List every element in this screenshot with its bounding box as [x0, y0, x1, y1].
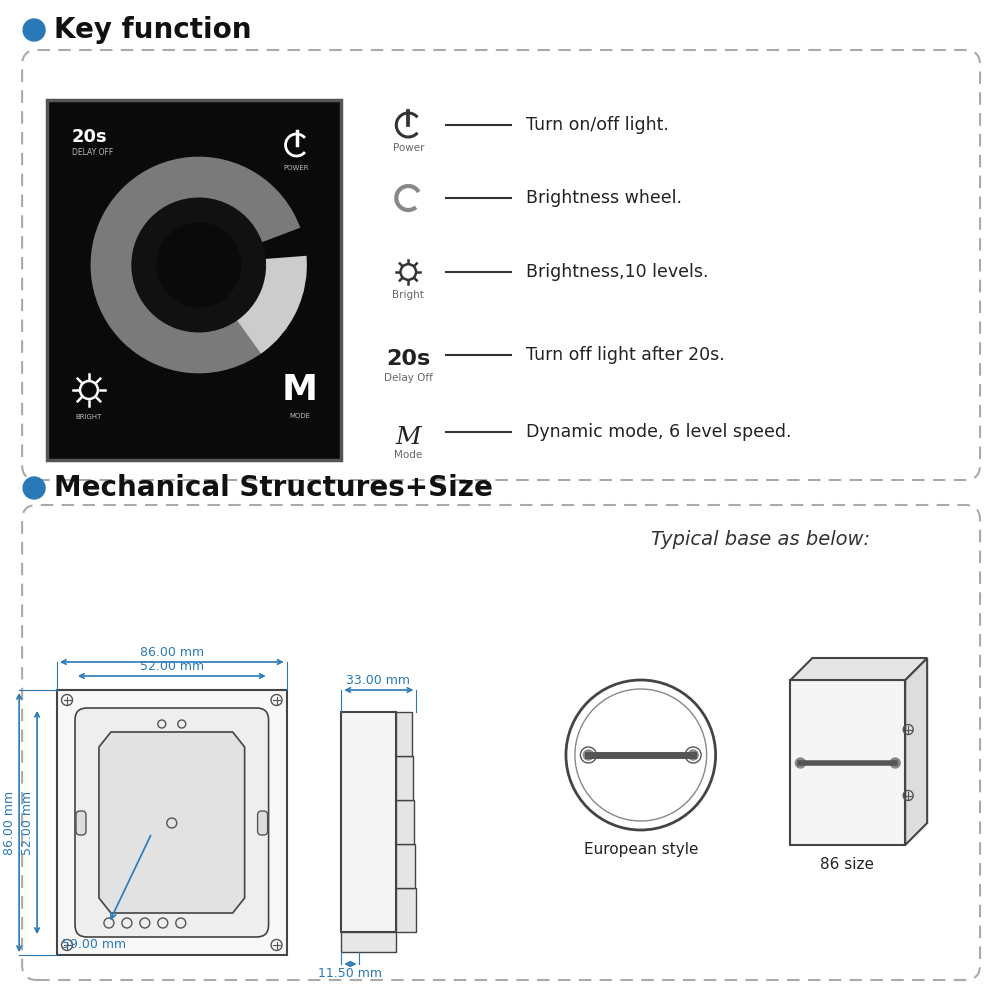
FancyBboxPatch shape	[75, 708, 269, 937]
Polygon shape	[99, 732, 245, 913]
Text: European style: European style	[584, 842, 698, 857]
Circle shape	[890, 758, 900, 768]
Text: M: M	[395, 426, 421, 449]
Text: 59.00 mm: 59.00 mm	[62, 938, 126, 951]
Text: Dynamic mode, 6 level speed.: Dynamic mode, 6 level speed.	[526, 423, 792, 441]
FancyBboxPatch shape	[47, 100, 341, 460]
Text: 33.00 mm: 33.00 mm	[346, 674, 410, 687]
Text: Brightness wheel.: Brightness wheel.	[526, 189, 682, 207]
Text: 20s: 20s	[72, 128, 108, 146]
FancyBboxPatch shape	[790, 680, 905, 845]
Text: 52.00 mm: 52.00 mm	[140, 660, 204, 673]
FancyBboxPatch shape	[341, 932, 396, 952]
FancyBboxPatch shape	[76, 811, 86, 835]
FancyBboxPatch shape	[341, 712, 396, 932]
Text: BRIGHT: BRIGHT	[76, 414, 102, 420]
Text: Bright: Bright	[392, 290, 424, 300]
Text: 52.00 mm: 52.00 mm	[21, 791, 34, 855]
Text: Power: Power	[393, 143, 424, 153]
Text: Brightness,10 levels.: Brightness,10 levels.	[526, 263, 709, 281]
Text: Turn on/off light.: Turn on/off light.	[526, 116, 669, 134]
Text: 11.50 mm: 11.50 mm	[318, 967, 382, 980]
FancyBboxPatch shape	[57, 690, 287, 955]
FancyBboxPatch shape	[396, 712, 412, 756]
Text: 86.00 mm: 86.00 mm	[140, 646, 204, 659]
Text: MODE: MODE	[289, 413, 310, 419]
FancyBboxPatch shape	[396, 888, 416, 932]
Text: Mechanical Structures+Size: Mechanical Structures+Size	[54, 474, 493, 502]
FancyBboxPatch shape	[396, 756, 413, 800]
Text: POWER: POWER	[284, 165, 309, 171]
Text: M: M	[282, 373, 318, 407]
Circle shape	[23, 19, 45, 41]
FancyBboxPatch shape	[396, 844, 415, 888]
FancyBboxPatch shape	[258, 811, 268, 835]
Text: Key function: Key function	[54, 16, 252, 44]
Circle shape	[795, 758, 805, 768]
Text: 86 size: 86 size	[820, 857, 874, 872]
Polygon shape	[790, 658, 927, 680]
FancyBboxPatch shape	[396, 800, 414, 844]
Circle shape	[688, 750, 698, 760]
Text: DELAY OFF: DELAY OFF	[72, 148, 113, 157]
Text: Turn off light after 20s.: Turn off light after 20s.	[526, 346, 725, 364]
Text: Mode: Mode	[394, 450, 422, 460]
Text: 86.00 mm: 86.00 mm	[3, 791, 16, 855]
Circle shape	[583, 750, 593, 760]
Circle shape	[23, 477, 45, 499]
Text: 20s: 20s	[386, 349, 430, 369]
Text: Typical base as below:: Typical base as below:	[651, 530, 870, 549]
Text: Delay Off: Delay Off	[384, 373, 433, 383]
Polygon shape	[905, 658, 927, 845]
